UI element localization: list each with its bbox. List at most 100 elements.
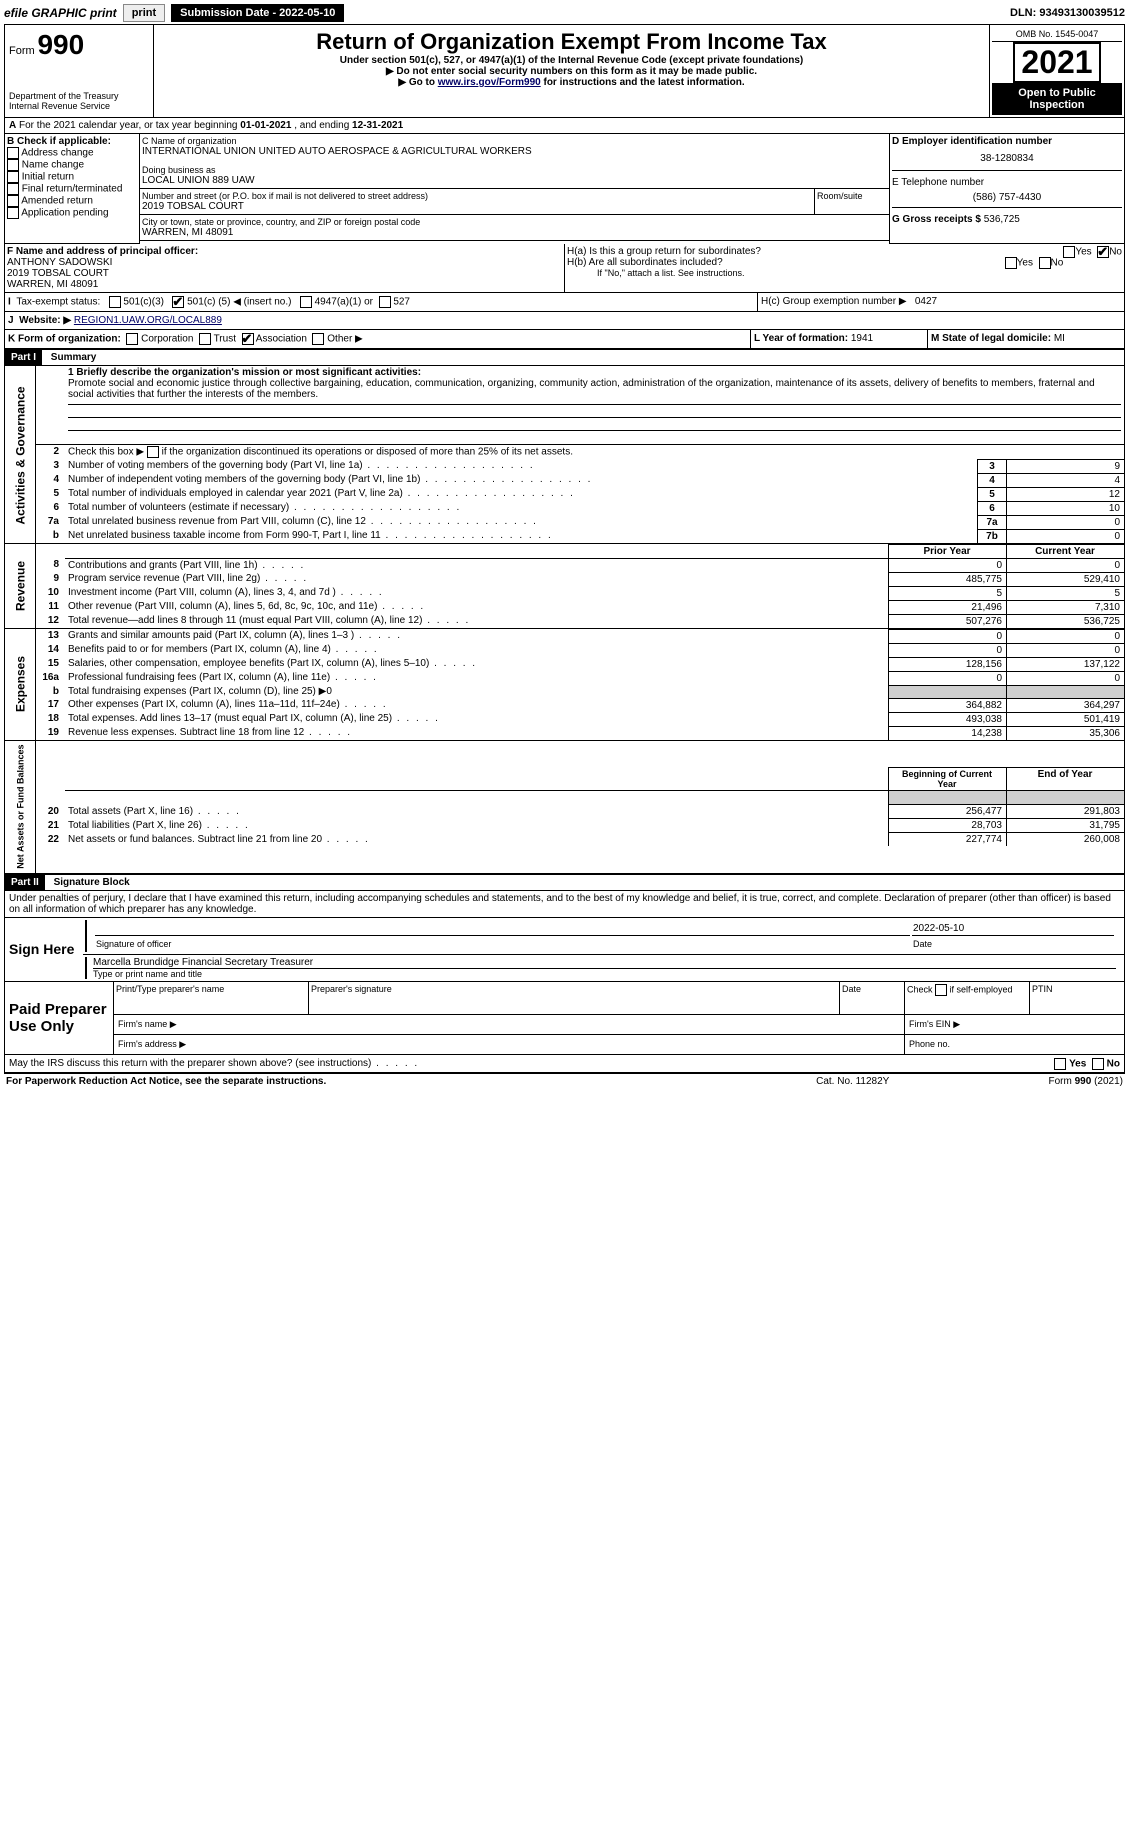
f-label: F Name and address of principal officer:: [7, 246, 562, 257]
irs-yes[interactable]: [1054, 1058, 1066, 1070]
dba-value: LOCAL UNION 889 UAW: [142, 175, 887, 186]
firm-ein: Firm's EIN ▶: [905, 1014, 1125, 1034]
addr-value: 2019 TOBSAL COURT: [142, 201, 812, 212]
k-trust[interactable]: [199, 333, 211, 345]
phone: Phone no.: [905, 1034, 1125, 1054]
line-text: Total unrelated business revenue from Pa…: [65, 515, 978, 529]
firm-name: Firm's name ▶: [114, 1014, 905, 1034]
k-other[interactable]: [312, 333, 324, 345]
subtitle-2: ▶ Do not enter social security numbers o…: [158, 66, 985, 77]
hc-value: 0427: [915, 296, 937, 307]
checkbox-amended[interactable]: [7, 195, 19, 207]
c-name-label: C Name of organization: [142, 136, 887, 146]
dba-label: Doing business as: [142, 165, 887, 175]
b-opt: Application pending: [7, 207, 137, 219]
website-link[interactable]: REGION1.UAW.ORG/LOCAL889: [74, 315, 222, 326]
q2-checkbox[interactable]: [147, 446, 159, 458]
p-name: Print/Type preparer's name: [114, 982, 309, 1015]
ha-yes[interactable]: [1063, 246, 1075, 258]
i-527[interactable]: [379, 296, 391, 308]
hb-yes[interactable]: [1005, 257, 1017, 269]
subtitle-3: ▶ Go to www.irs.gov/Form990 for instruct…: [158, 77, 985, 88]
efile-label: efile GRAPHIC print: [4, 6, 117, 20]
line-text: Grants and similar amounts paid (Part IX…: [65, 629, 889, 643]
irs-no[interactable]: [1092, 1058, 1104, 1070]
subtitle-1: Under section 501(c), 527, or 4947(a)(1)…: [158, 55, 985, 66]
f-addr1: 2019 TOBSAL COURT: [7, 268, 562, 279]
dept-irs: Internal Revenue Service: [9, 101, 149, 111]
firm-addr: Firm's address ▶: [114, 1034, 905, 1054]
paperwork: For Paperwork Reduction Act Notice, see …: [6, 1076, 326, 1087]
d-ein: 38-1280834: [892, 147, 1122, 170]
i-501c3[interactable]: [109, 296, 121, 308]
hc-label: H(c) Group exemption number ▶: [761, 296, 907, 307]
checkbox-pending[interactable]: [7, 207, 19, 219]
open-public: Open to Public Inspection: [992, 83, 1122, 115]
m-label: M State of legal domicile:: [931, 333, 1051, 344]
line-text: Contributions and grants (Part VIII, lin…: [65, 558, 889, 572]
i-4947[interactable]: [300, 296, 312, 308]
line-text: Professional fundraising fees (Part IX, …: [65, 671, 889, 685]
line-text: Net assets or fund balances. Subtract li…: [65, 833, 889, 847]
g-row: G Gross receipts $ 536,725: [892, 208, 1122, 225]
irs-link[interactable]: www.irs.gov/Form990: [438, 77, 541, 88]
line-text: Total liabilities (Part X, line 26): [65, 819, 889, 833]
declaration: Under penalties of perjury, I declare th…: [4, 891, 1125, 918]
addr-label: Number and street (or P.O. box if mail i…: [142, 191, 812, 201]
submission-date-button[interactable]: Submission Date - 2022-05-10: [171, 4, 344, 22]
line-text: Program service revenue (Part VIII, line…: [65, 572, 889, 586]
checkbox-name[interactable]: [7, 159, 19, 171]
sign-here: Sign Here: [9, 941, 74, 957]
line-text: Total assets (Part X, line 16): [65, 805, 889, 819]
self-emp-checkbox[interactable]: [935, 984, 947, 996]
line-text: Net unrelated business taxable income fr…: [65, 529, 978, 543]
dept-treasury: Department of the Treasury: [9, 91, 149, 101]
ha-no[interactable]: [1097, 246, 1109, 258]
l-label: L Year of formation:: [754, 333, 848, 344]
i-501c[interactable]: [172, 296, 184, 308]
line-text: Salaries, other compensation, employee b…: [65, 657, 889, 671]
p-check: Check if self-employed: [905, 982, 1030, 1015]
may-irs-row: May the IRS discuss this return with the…: [4, 1055, 1125, 1074]
city-value: WARREN, MI 48091: [142, 227, 887, 238]
p-date: Date: [840, 982, 905, 1015]
form-label: Form 990: [9, 29, 149, 61]
sig-officer-row: 2022-05-10 Signature of officer Date: [85, 920, 1116, 952]
b-opt: Address change: [7, 147, 137, 159]
print-button[interactable]: print: [123, 4, 165, 22]
e-label: E Telephone number: [892, 177, 1122, 188]
sig-name-row: Marcella Brundidge Financial Secretary T…: [85, 957, 1116, 979]
f-addr2: WARREN, MI 48091: [7, 279, 562, 290]
vlabel-net: Net Assets or Fund Balances: [5, 740, 36, 874]
ha-row: H(a) Is this a group return for subordin…: [567, 246, 1122, 257]
d-label: D Employer identification number: [892, 136, 1122, 147]
hb-no[interactable]: [1039, 257, 1051, 269]
k-assoc[interactable]: [242, 333, 254, 345]
cat-no: Cat. No. 11282Y: [765, 1074, 941, 1089]
b-opt: Final return/terminated: [7, 183, 137, 195]
line-text: Benefits paid to or for members (Part IX…: [65, 643, 889, 657]
line-text: Number of independent voting members of …: [65, 473, 978, 487]
line-text: Investment income (Part VIII, column (A)…: [65, 586, 889, 600]
form-title: Return of Organization Exempt From Incom…: [158, 29, 985, 55]
omb-label: OMB No. 1545-0047: [992, 27, 1122, 42]
part2-header: Part II Signature Block: [4, 875, 1125, 891]
line-text: Number of voting members of the governin…: [65, 459, 978, 473]
j-row: J Website: ▶ REGION1.UAW.ORG/LOCAL889: [4, 312, 1125, 330]
checkbox-final[interactable]: [7, 183, 19, 195]
checkbox-initial[interactable]: [7, 171, 19, 183]
line-text: Revenue less expenses. Subtract line 18 …: [65, 726, 889, 740]
k-corp[interactable]: [126, 333, 138, 345]
b-opt: Name change: [7, 159, 137, 171]
line-text: Total revenue—add lines 8 through 11 (mu…: [65, 614, 889, 628]
room-label: Room/suite: [815, 189, 890, 214]
b-label: B Check if applicable:: [7, 136, 137, 147]
checkbox-address[interactable]: [7, 147, 19, 159]
line-text: Total number of volunteers (estimate if …: [65, 501, 978, 515]
topbar: efile GRAPHIC print print Submission Dat…: [4, 4, 1125, 22]
b-opt: Amended return: [7, 195, 137, 207]
vlabel-rev: Revenue: [5, 543, 36, 628]
k-label: K Form of organization:: [8, 333, 121, 344]
dln-label: DLN: 93493130039512: [1010, 7, 1125, 19]
p-sig: Preparer's signature: [309, 982, 840, 1015]
